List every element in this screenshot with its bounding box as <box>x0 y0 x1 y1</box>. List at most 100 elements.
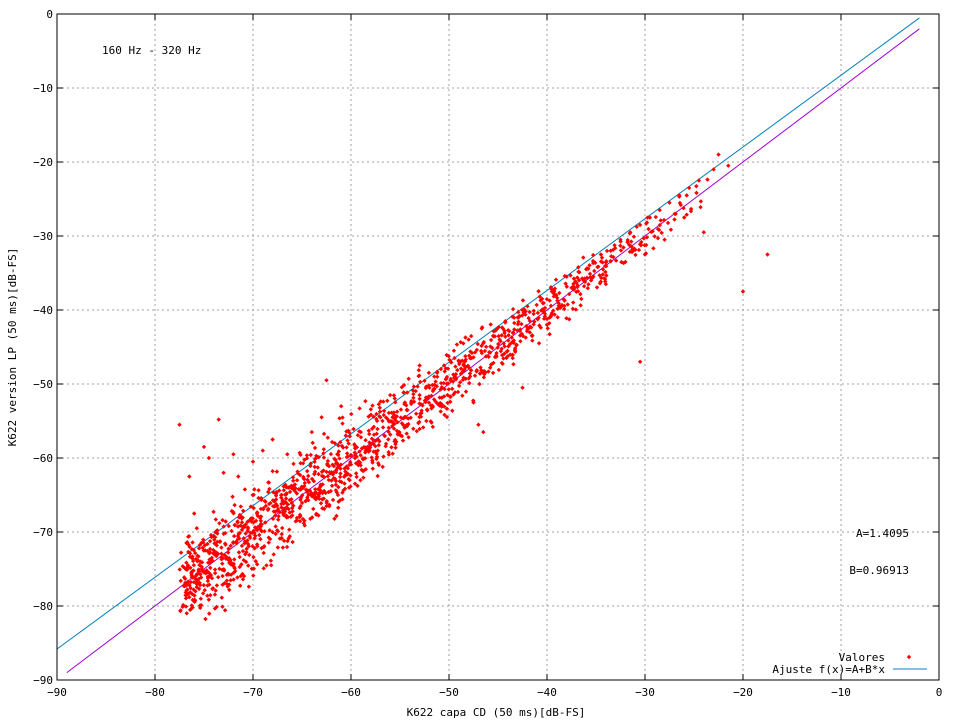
data-point <box>523 335 528 340</box>
data-point <box>283 496 289 501</box>
data-point <box>340 421 345 426</box>
data-point <box>288 514 294 519</box>
data-point <box>581 255 586 260</box>
data-point <box>414 428 420 434</box>
data-point <box>637 359 643 364</box>
data-point <box>231 509 236 515</box>
data-point <box>686 185 692 191</box>
data-point <box>386 429 391 435</box>
data-point <box>214 543 219 548</box>
data-point <box>251 554 256 560</box>
data-point <box>382 433 388 439</box>
data-point <box>220 582 225 587</box>
data-point <box>411 391 416 397</box>
data-point <box>576 278 582 283</box>
data-point <box>284 491 289 496</box>
data-point <box>411 384 417 389</box>
data-point <box>305 495 310 500</box>
data-point <box>678 202 683 208</box>
x-axis-label: K622 capa CD (50 ms)[dB-FS] <box>407 706 586 719</box>
data-point <box>207 538 213 544</box>
data-point <box>698 199 704 204</box>
data-point <box>432 382 437 388</box>
data-point <box>608 259 613 264</box>
data-point <box>290 505 295 511</box>
data-point <box>441 363 447 368</box>
data-point <box>486 354 491 359</box>
data-point <box>273 513 278 518</box>
data-point <box>225 556 231 561</box>
data-point <box>556 301 561 306</box>
data-point <box>287 534 292 539</box>
data-point <box>568 273 573 278</box>
data-point <box>267 528 272 533</box>
data-point <box>333 488 339 493</box>
data-point <box>294 478 300 483</box>
data-point <box>575 289 581 294</box>
data-point <box>308 516 313 521</box>
fit-param-b: B=0.96913 <box>849 564 909 577</box>
data-point <box>242 541 247 546</box>
data-point <box>337 474 343 480</box>
data-point <box>283 499 288 505</box>
data-point <box>488 322 493 327</box>
data-point <box>529 325 534 330</box>
data-point <box>299 500 305 506</box>
data-point <box>525 304 530 309</box>
data-point <box>603 260 609 265</box>
data-point <box>188 565 193 571</box>
data-point <box>247 518 252 523</box>
data-point <box>304 456 310 461</box>
data-point <box>377 405 382 410</box>
data-point <box>321 506 327 512</box>
data-point <box>297 505 302 511</box>
data-point <box>370 466 375 471</box>
data-point <box>438 366 444 372</box>
data-point <box>291 478 296 483</box>
data-point <box>659 230 664 236</box>
data-point <box>287 510 292 515</box>
data-point <box>278 493 284 498</box>
data-point <box>228 543 233 548</box>
data-point <box>339 404 344 409</box>
data-point <box>510 314 515 319</box>
data-point <box>492 354 498 360</box>
data-point <box>231 533 237 539</box>
data-point <box>312 459 317 465</box>
data-point <box>613 258 619 263</box>
data-point <box>236 550 242 555</box>
data-point <box>237 554 242 560</box>
data-point <box>198 572 203 577</box>
data-point <box>467 380 472 386</box>
data-point <box>544 316 550 322</box>
data-point <box>193 589 198 594</box>
data-point <box>391 412 397 418</box>
data-point <box>318 501 324 506</box>
data-point <box>312 464 317 470</box>
data-point <box>571 287 576 292</box>
data-point <box>246 541 251 547</box>
data-point <box>183 596 189 601</box>
data-point <box>212 567 218 572</box>
data-point <box>177 567 182 572</box>
data-point <box>193 550 198 556</box>
y-tick-label: −60 <box>33 452 53 465</box>
data-point <box>187 595 192 600</box>
data-point <box>393 441 398 447</box>
data-point <box>527 309 532 315</box>
data-point <box>194 526 199 531</box>
data-point <box>510 330 516 336</box>
data-point <box>443 376 449 381</box>
data-point <box>404 390 410 395</box>
data-point <box>261 566 266 571</box>
data-point <box>597 273 602 278</box>
data-point <box>244 546 249 552</box>
data-point <box>668 227 674 232</box>
data-point <box>264 563 269 568</box>
data-point <box>196 546 202 551</box>
data-point <box>246 584 252 589</box>
data-point <box>519 307 525 313</box>
data-point <box>418 379 423 385</box>
data-point <box>186 542 191 547</box>
data-point <box>320 497 325 502</box>
